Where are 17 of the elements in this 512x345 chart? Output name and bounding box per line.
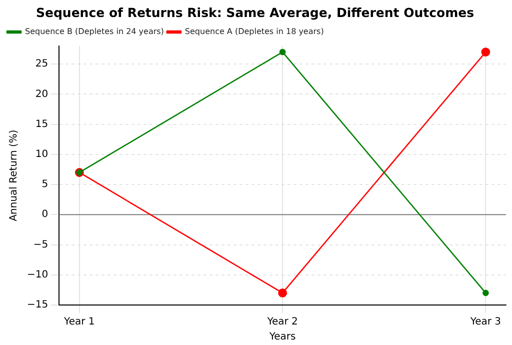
y-axis-title: Annual Return (%) [8,130,20,222]
y-tick-label: 15 [35,118,48,130]
x-tick-label: Year 2 [266,316,298,328]
legend-label: Sequence B (Depletes in 24 years) [25,27,164,36]
x-axis-title: Years [268,332,296,343]
y-tick-label: −15 [26,300,48,311]
y-tick-label: 20 [35,88,48,100]
y-tick-label: 25 [35,58,48,70]
y-tick-label: −5 [33,239,48,250]
y-tick-label: 5 [42,179,48,190]
y-tick-label: 0 [42,209,48,220]
y-tick-label: −10 [26,269,48,280]
y-tick-label: 10 [35,149,48,160]
chart-title: Sequence of Returns Risk: Same Average, Different Outcomes [36,4,474,20]
x-tick-label: Year 3 [469,316,502,328]
x-tick-label: Year 1 [63,316,95,328]
legend-label: Sequence A (Depletes in 18 years) [184,27,324,36]
